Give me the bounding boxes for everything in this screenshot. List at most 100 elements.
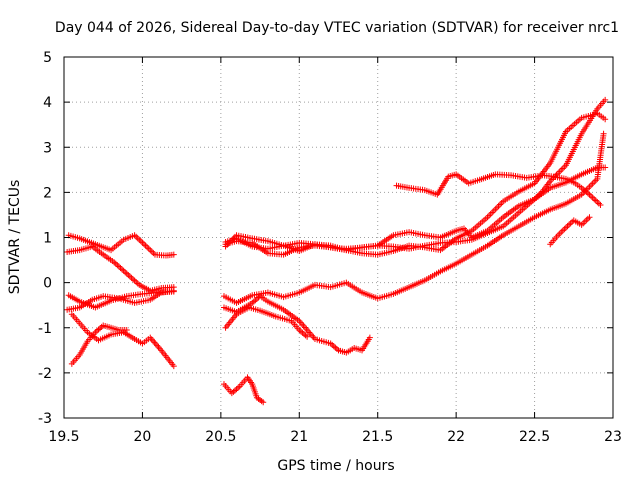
- y-tick-label: -2: [38, 366, 52, 382]
- data-point: [559, 165, 566, 172]
- data-point: [556, 168, 563, 175]
- x-tick-label: 20.5: [205, 429, 236, 445]
- data-point: [486, 212, 493, 219]
- data-point: [299, 329, 306, 336]
- data-point: [366, 334, 373, 341]
- data-point: [133, 233, 140, 240]
- tick-marks: [63, 56, 614, 419]
- x-tick-label: 21: [290, 429, 308, 445]
- data-point: [170, 287, 177, 294]
- data-point: [122, 269, 129, 276]
- data-point: [252, 297, 259, 304]
- data-point: [231, 387, 238, 394]
- data-point: [602, 96, 609, 103]
- series-track-b: [64, 243, 177, 294]
- data-point: [139, 239, 146, 246]
- series-track-a: [65, 232, 177, 259]
- series-track-i: [222, 96, 609, 254]
- data-point: [133, 279, 140, 286]
- data-point: [558, 167, 565, 174]
- data-point: [93, 327, 100, 334]
- data-point: [566, 221, 573, 228]
- data-point: [586, 191, 593, 198]
- data-point: [555, 170, 562, 177]
- data-point: [592, 197, 599, 204]
- data-point: [490, 207, 497, 214]
- data-point: [156, 345, 163, 352]
- data-point: [112, 260, 119, 267]
- data-point: [260, 399, 267, 406]
- data-point: [487, 211, 494, 218]
- grid-lines: [64, 57, 613, 418]
- series-track-f: [68, 322, 130, 367]
- data-point: [98, 323, 105, 330]
- data-point: [235, 384, 242, 391]
- data-point: [562, 224, 569, 231]
- data-point: [123, 327, 130, 334]
- data-point: [115, 263, 122, 270]
- data-markers: [64, 96, 609, 406]
- data-point: [591, 196, 598, 203]
- series-track-n: [220, 374, 267, 406]
- data-point: [120, 267, 127, 274]
- data-point: [561, 226, 568, 233]
- data-point: [594, 199, 601, 206]
- data-point: [145, 245, 152, 252]
- data-point: [498, 199, 505, 206]
- y-tick-labels: -3 -2 -1 0 1 2 3 4 5: [38, 50, 52, 427]
- data-point: [155, 344, 162, 351]
- data-point: [147, 247, 154, 254]
- data-point: [148, 336, 155, 343]
- data-point: [332, 344, 339, 351]
- data-point: [558, 229, 565, 236]
- y-tick-label: 4: [43, 95, 52, 111]
- data-point: [117, 264, 124, 271]
- data-point: [600, 130, 607, 137]
- data-point: [586, 214, 593, 221]
- data-point: [559, 227, 566, 234]
- data-point: [492, 206, 499, 213]
- data-point: [304, 333, 311, 340]
- series-track-d: [64, 287, 177, 313]
- y-tick-label: 1: [43, 231, 52, 247]
- data-point: [330, 343, 337, 350]
- data-point: [170, 251, 177, 258]
- x-tick-label: 21.5: [362, 429, 393, 445]
- data-point: [154, 342, 161, 349]
- data-point: [602, 116, 609, 123]
- chart-title: Day 044 of 2026, Sidereal Day-to-day VTE…: [55, 20, 619, 36]
- data-point: [297, 328, 304, 335]
- data-point: [119, 266, 126, 273]
- data-point: [586, 183, 593, 190]
- y-tick-label: -1: [38, 321, 52, 337]
- y-tick-label: 5: [43, 50, 52, 66]
- data-point: [137, 238, 144, 245]
- x-axis-label: GPS time / hours: [277, 458, 394, 474]
- x-tick-label: 22.5: [519, 429, 550, 445]
- data-point: [589, 194, 596, 201]
- data-point: [583, 217, 590, 224]
- x-tick-label: 22: [447, 429, 465, 445]
- data-point: [591, 178, 598, 185]
- y-axis-label: SDTVAR / TECUs: [7, 180, 23, 295]
- y-tick-label: 2: [43, 185, 52, 201]
- data-point: [588, 193, 595, 200]
- data-point: [136, 236, 143, 243]
- x-tick-labels: 19.5 20 20.5 21 21.5 22 22.5 23: [48, 429, 622, 445]
- data-point: [580, 220, 587, 227]
- data-point: [556, 230, 563, 237]
- series-track-l: [220, 293, 373, 356]
- data-point: [170, 363, 177, 370]
- data-point: [126, 273, 133, 280]
- data-point: [148, 248, 155, 255]
- data-point: [564, 223, 571, 230]
- x-tick-label: 23: [604, 429, 622, 445]
- data-point: [595, 200, 602, 207]
- data-point: [493, 204, 500, 211]
- x-tick-label: 19.5: [48, 429, 79, 445]
- series-track-m: [222, 304, 311, 340]
- data-point: [597, 202, 604, 209]
- data-point: [589, 180, 596, 187]
- data-point: [233, 386, 240, 393]
